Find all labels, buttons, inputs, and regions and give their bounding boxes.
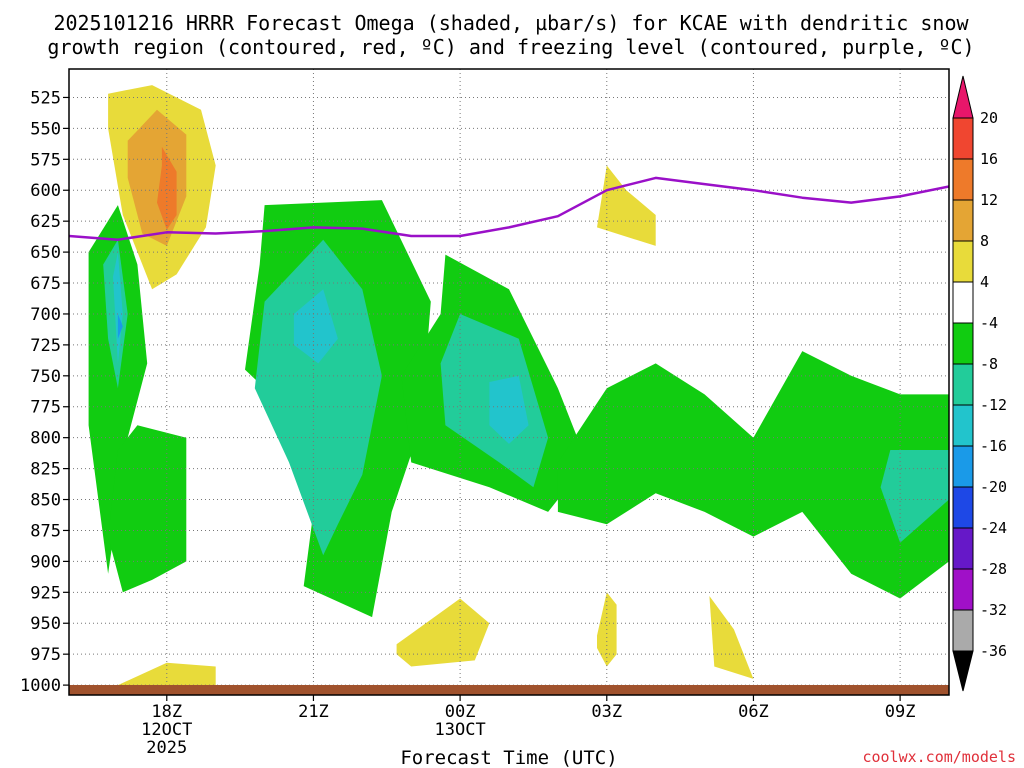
omega-region-20 [709, 596, 754, 679]
x-tick-label-00Z: 00Z [445, 702, 476, 722]
omega-region-19 [597, 165, 656, 246]
colorbar-label--16: -16 [980, 437, 1007, 455]
colorbar-segment-7 [952, 404, 974, 447]
y-tick-label-925: 925 [30, 583, 61, 603]
omega-region-13 [489, 375, 529, 444]
colorbar-label--32: -32 [980, 601, 1007, 619]
y-tick-label-850: 850 [30, 491, 61, 511]
x-tick-label-12OCT: 12OCT [141, 720, 192, 740]
freezing-level-contour [69, 176, 949, 241]
x-tick-label-06Z: 06Z [738, 702, 769, 722]
colorbar-label-16: 16 [980, 150, 998, 168]
y-tick-label-600: 600 [30, 181, 61, 201]
colorbar-segment-5 [952, 322, 974, 365]
colorbar-segment-2 [952, 199, 974, 242]
x-tick-label-18Z: 18Z [151, 702, 182, 722]
colorbar-segment-11 [952, 568, 974, 611]
colorbar-label--36: -36 [980, 642, 1007, 660]
colorbar-segment-4 [952, 281, 974, 324]
colorbar-label--28: -28 [980, 560, 1007, 578]
y-tick-label-650: 650 [30, 243, 61, 263]
chart-title-line1: 2025101216 HRRR Forecast Omega (shaded, … [53, 11, 969, 35]
omega-region-17 [396, 598, 490, 667]
colorbar-segment-12 [952, 609, 974, 652]
colorbar-label--20: -20 [980, 478, 1007, 496]
omega-region-10 [293, 289, 338, 364]
colorbar-label--24: -24 [980, 519, 1007, 537]
colorbar-label--8: -8 [980, 355, 998, 373]
colorbar-label-20: 20 [980, 109, 998, 127]
plot-frame [68, 68, 950, 696]
colorbar-label-8: 8 [980, 232, 989, 250]
chart-title-line2: growth region (contoured, red, ºC) and f… [47, 35, 974, 59]
colorbar-segment-6 [952, 363, 974, 406]
y-axis: 525 550 575 600 625 650 675 700 725 750 775 800 825 8… [20, 88, 69, 696]
x-tick-label-21Z: 21Z [298, 702, 329, 722]
y-tick-label-775: 775 [30, 398, 61, 418]
omega-region-7 [108, 425, 187, 593]
colorbar-segment-9 [952, 486, 974, 529]
x-axis-label: Forecast Time (UTC) [400, 747, 617, 768]
colorbar-bottom-arrow [952, 650, 974, 692]
y-tick-label-750: 750 [30, 367, 61, 387]
x-tick-label-2025: 2025 [146, 738, 187, 758]
omega-region-3 [88, 205, 148, 574]
colorbar-segment-0 [952, 117, 974, 160]
colorbar: 20 16 12 8 4 -4 -8 -12 -16 -20 -24 -28 -32 -36 [952, 75, 1007, 692]
terrain-bar [69, 685, 949, 695]
y-tick-label-700: 700 [30, 305, 61, 325]
omega-region-14 [557, 351, 949, 599]
credit-text: coolwx.com/models [862, 748, 1016, 766]
colorbar-label--4: -4 [980, 314, 998, 332]
freezing-level-line [69, 176, 949, 241]
x-tick-label-13OCT: 13OCT [435, 720, 486, 740]
colorbar-top-arrow [952, 75, 974, 119]
colorbar-label--12: -12 [980, 396, 1007, 414]
omega-region-9 [254, 239, 382, 556]
y-tick-label-725: 725 [30, 336, 61, 356]
y-tick-label-875: 875 [30, 521, 61, 541]
colorbar-segment-3 [952, 240, 974, 283]
omega-region-2 [157, 146, 177, 230]
y-tick-label-825: 825 [30, 460, 61, 480]
omega-region-5 [113, 252, 123, 364]
y-tick-label-950: 950 [30, 614, 61, 634]
omega-region-6 [117, 314, 123, 339]
colorbar-label-4: 4 [980, 273, 989, 291]
y-tick-label-900: 900 [30, 552, 61, 572]
omega-shading [88, 85, 949, 686]
colorbar-label-12: 12 [980, 191, 998, 209]
y-tick-label-550: 550 [30, 119, 61, 139]
omega-region-15 [880, 450, 949, 543]
colorbar-segment-8 [952, 445, 974, 488]
x-tick-label-03Z: 03Z [591, 702, 622, 722]
colorbar-segment-10 [952, 527, 974, 570]
y-tick-label-800: 800 [30, 429, 61, 449]
x-tick-label-09Z: 09Z [885, 702, 916, 722]
y-tick-label-975: 975 [30, 645, 61, 665]
colorbar-segment-1 [952, 158, 974, 201]
y-tick-label-1000: 1000 [20, 676, 61, 696]
y-tick-label-675: 675 [30, 274, 61, 294]
y-tick-label-525: 525 [30, 88, 61, 108]
y-tick-label-625: 625 [30, 212, 61, 232]
y-tick-label-575: 575 [30, 150, 61, 170]
